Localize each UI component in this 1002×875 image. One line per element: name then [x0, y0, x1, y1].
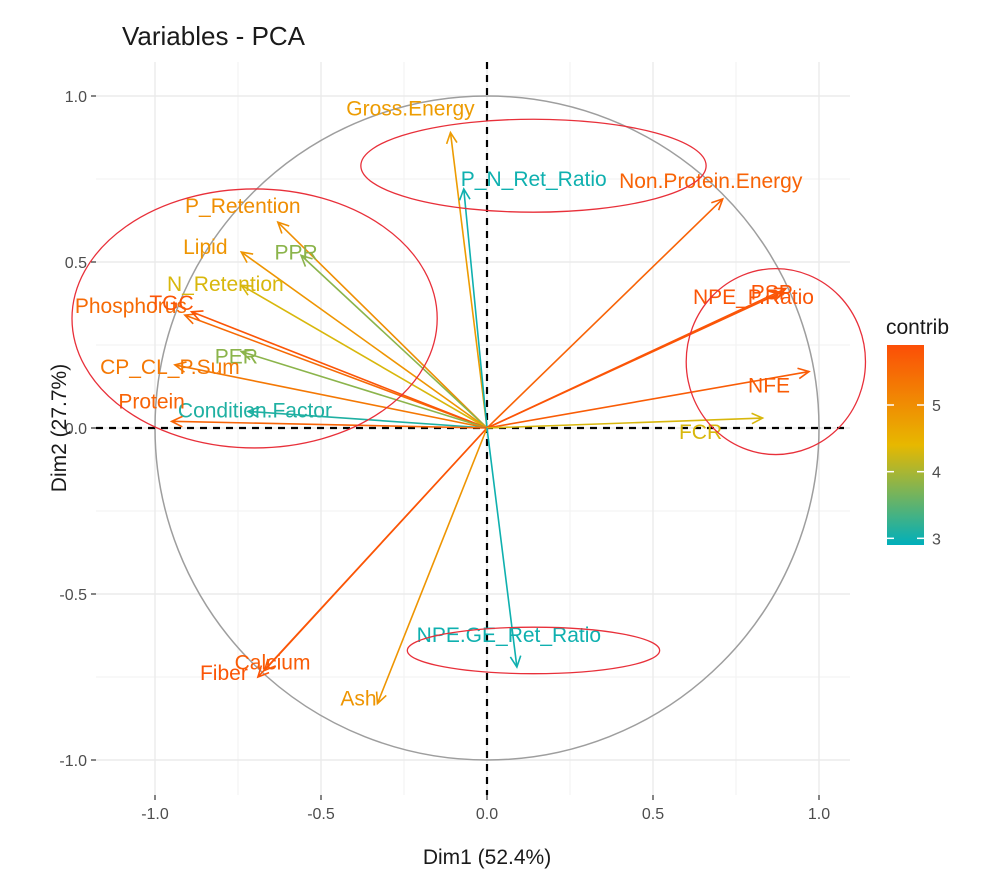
variable-label: Non.Protein.Energy — [619, 170, 803, 193]
arrow-tgc: TGC — [149, 292, 488, 429]
arrow-ppr: PPR — [274, 241, 488, 429]
plot-panel: -1.0 -0.5 0.0 0.5 1.0 -1.0 -0.5 0.0 0.5 1.0 Gross.… — [59, 62, 867, 823]
x-tick-label: -1.0 — [141, 806, 169, 823]
arrow-head — [169, 415, 183, 428]
arrow-shaft — [241, 350, 488, 429]
arrow-shaft — [240, 284, 488, 429]
x-tick-label: -0.5 — [307, 806, 335, 823]
variable-label: NFE — [748, 375, 790, 398]
arrow-shaft — [486, 291, 783, 429]
arrow-gross-energy: Gross.Energy — [346, 98, 488, 429]
arrow-head — [375, 691, 387, 706]
arrow-shaft — [376, 427, 488, 704]
arrow-head — [711, 197, 725, 211]
arrow-fiber: Fiber — [200, 427, 488, 685]
arrow-shaft — [184, 314, 488, 429]
y-tick-label: -1.0 — [59, 753, 87, 770]
legend-colorbar — [887, 345, 924, 545]
arrow-shaft — [462, 188, 488, 429]
arrow-p-n-ret-ratio: P_N_Ret_Ratio — [458, 168, 607, 429]
y-tick-label: 1.0 — [65, 89, 87, 106]
arrow-head — [509, 655, 522, 669]
y-tick-label: -0.5 — [59, 587, 87, 604]
arrow-shaft — [486, 370, 810, 429]
arrow-protein: Protein — [118, 390, 488, 429]
arrow-head — [239, 284, 254, 296]
variable-label: TGC — [149, 292, 193, 315]
arrow-nfe: NFE — [486, 367, 811, 429]
highlight-ellipse — [685, 267, 867, 456]
arrow-shaft — [257, 427, 488, 678]
arrow-shaft — [174, 364, 488, 429]
variable-label: FCR — [679, 421, 722, 444]
legend-tick-label: 3 — [932, 531, 941, 548]
y-axis-title: Dim2 (27.7%) — [48, 364, 71, 492]
legend-tick-label: 4 — [932, 465, 941, 482]
variable-label: P_Retention — [185, 195, 301, 218]
variable-label: NPE_P.Ratio — [693, 286, 814, 309]
arrow-head — [797, 367, 811, 380]
variable-label: PPR — [274, 241, 317, 264]
x-tick-label: 1.0 — [808, 806, 830, 823]
arrow-non-protein-energy: Non.Protein.Energy — [486, 170, 803, 429]
variable-label: PSP — [751, 282, 793, 305]
arrow-head — [751, 412, 765, 425]
arrow-head — [239, 250, 254, 263]
x-axis-title: Dim1 (52.4%) — [423, 846, 551, 869]
arrow-shaft — [300, 254, 488, 429]
arrow-head — [189, 310, 204, 322]
arrow-head — [256, 665, 270, 679]
variable-label: Gross.Energy — [346, 98, 475, 121]
highlight-ellipse — [71, 188, 438, 449]
variable-label: Phosphorus — [75, 295, 187, 318]
variable-label: Protein — [118, 390, 185, 413]
variable-label: Calcium — [235, 651, 311, 674]
highlight-ellipse — [360, 118, 707, 213]
variable-label: Fiber — [200, 662, 248, 685]
variable-label: PER — [215, 346, 258, 369]
legend: contrib 3 4 5 — [886, 316, 949, 548]
legend-tick-label: 5 — [932, 398, 941, 415]
arrow-head — [770, 290, 785, 302]
variable-label: NPE.GE_Ret_Ratio — [417, 624, 601, 647]
arrow-head — [246, 406, 260, 419]
arrow-head — [239, 349, 254, 361]
variable-label: CP_CL_P.Sum — [100, 356, 240, 379]
arrow-head — [276, 220, 290, 234]
y-tick-label: 0.5 — [65, 255, 87, 272]
arrow-head — [173, 361, 187, 373]
arrow-shaft — [486, 198, 724, 429]
arrow-shaft — [240, 251, 488, 429]
arrow-lipid: Lipid — [183, 236, 488, 429]
arrow-shaft — [277, 221, 488, 429]
arrow-head — [458, 187, 471, 201]
x-tick-label: 0.5 — [642, 806, 664, 823]
arrow-shaft — [191, 311, 488, 429]
highlight-ellipse — [406, 626, 661, 675]
arrow-n-retention: N_Retention — [167, 273, 488, 429]
variable-label: N_Retention — [167, 273, 284, 296]
legend-title: contrib — [886, 316, 949, 339]
arrow-head — [299, 254, 313, 267]
y-tick-label: 0.0 — [65, 421, 87, 438]
arrow-head — [445, 130, 458, 145]
chart-title: Variables - PCA — [122, 21, 306, 51]
variable-label: Ash — [340, 688, 376, 711]
arrow-cp-cl-p-sum: CP_CL_P.Sum — [100, 356, 488, 429]
arrow-ash: Ash — [340, 427, 488, 711]
arrow-shaft — [449, 132, 488, 429]
variable-label: Lipid — [183, 236, 227, 259]
variable-label: P_N_Ret_Ratio — [461, 168, 607, 191]
arrow-shaft — [486, 417, 763, 429]
arrow-npe-p-ratio: NPE_P.Ratio — [486, 286, 814, 429]
variable-label: Condition.Factor — [178, 399, 332, 422]
arrow-per: PER — [215, 346, 488, 429]
x-tick-label: 0.0 — [476, 806, 498, 823]
arrow-p-retention: P_Retention — [185, 195, 488, 429]
arrow-phosphorus: Phosphorus — [75, 295, 488, 429]
arrow-shaft — [171, 420, 488, 429]
